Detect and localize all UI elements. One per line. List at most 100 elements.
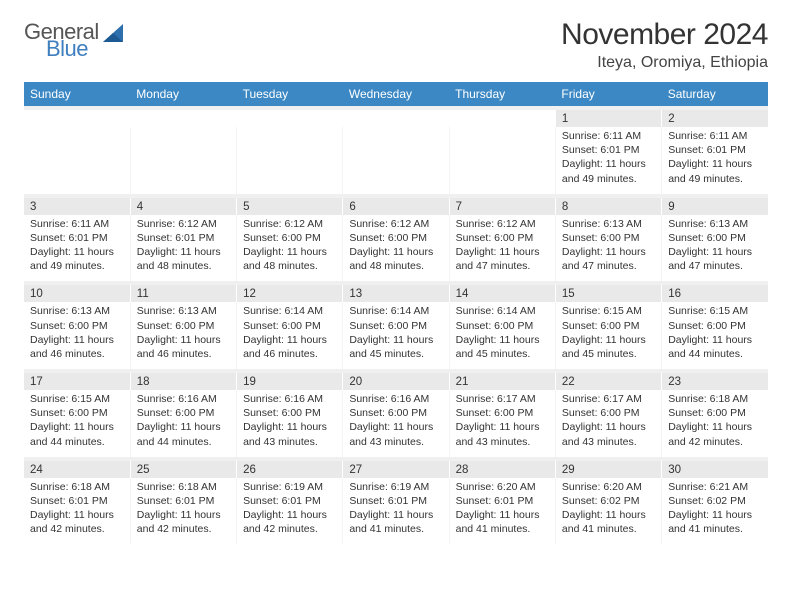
sunrise-line: Sunrise: 6:13 AM bbox=[668, 217, 762, 231]
day-number-cell: 6 bbox=[343, 198, 449, 215]
dow-monday: Monday bbox=[130, 82, 236, 106]
daynum-row: 12 bbox=[24, 110, 768, 127]
daylight-line: Daylight: 11 hours and 45 minutes. bbox=[349, 333, 442, 361]
sunset-line: Sunset: 6:00 PM bbox=[562, 406, 655, 420]
day-number-cell: 22 bbox=[555, 373, 661, 390]
day-detail-cell: Sunrise: 6:13 AMSunset: 6:00 PMDaylight:… bbox=[24, 302, 130, 369]
daylight-line: Daylight: 11 hours and 48 minutes. bbox=[349, 245, 442, 273]
day-number-cell: 13 bbox=[343, 285, 449, 302]
sail-icon bbox=[101, 22, 127, 51]
daylight-line: Daylight: 11 hours and 41 minutes. bbox=[456, 508, 549, 536]
sunrise-line: Sunrise: 6:14 AM bbox=[243, 304, 336, 318]
dow-friday: Friday bbox=[555, 82, 661, 106]
sunrise-line: Sunrise: 6:12 AM bbox=[456, 217, 549, 231]
detail-row: Sunrise: 6:15 AMSunset: 6:00 PMDaylight:… bbox=[24, 390, 768, 457]
day-detail-cell: Sunrise: 6:11 AMSunset: 6:01 PMDaylight:… bbox=[662, 127, 768, 194]
brand-logo: General Blue bbox=[24, 18, 127, 60]
day-detail-cell: Sunrise: 6:12 AMSunset: 6:00 PMDaylight:… bbox=[449, 215, 555, 282]
day-number-cell: 16 bbox=[662, 285, 768, 302]
day-detail-cell: Sunrise: 6:14 AMSunset: 6:00 PMDaylight:… bbox=[343, 302, 449, 369]
sunrise-line: Sunrise: 6:18 AM bbox=[30, 480, 124, 494]
daylight-line: Daylight: 11 hours and 46 minutes. bbox=[30, 333, 124, 361]
daynum-row: 24252627282930 bbox=[24, 461, 768, 478]
sunrise-line: Sunrise: 6:17 AM bbox=[456, 392, 549, 406]
day-number-cell: 25 bbox=[130, 461, 236, 478]
daylight-line: Daylight: 11 hours and 46 minutes. bbox=[243, 333, 336, 361]
daylight-line: Daylight: 11 hours and 45 minutes. bbox=[456, 333, 549, 361]
day-detail-cell: Sunrise: 6:19 AMSunset: 6:01 PMDaylight:… bbox=[237, 478, 343, 545]
day-number-cell: 29 bbox=[555, 461, 661, 478]
sunrise-line: Sunrise: 6:21 AM bbox=[668, 480, 762, 494]
dow-saturday: Saturday bbox=[662, 82, 768, 106]
sunrise-line: Sunrise: 6:12 AM bbox=[243, 217, 336, 231]
daylight-line: Daylight: 11 hours and 42 minutes. bbox=[137, 508, 230, 536]
day-number-cell: 14 bbox=[449, 285, 555, 302]
sunset-line: Sunset: 6:00 PM bbox=[456, 406, 549, 420]
daylight-line: Daylight: 11 hours and 49 minutes. bbox=[30, 245, 124, 273]
day-detail-cell bbox=[343, 127, 449, 194]
sunrise-line: Sunrise: 6:14 AM bbox=[456, 304, 549, 318]
day-detail-cell: Sunrise: 6:12 AMSunset: 6:01 PMDaylight:… bbox=[130, 215, 236, 282]
sunset-line: Sunset: 6:01 PM bbox=[456, 494, 549, 508]
sunset-line: Sunset: 6:01 PM bbox=[30, 231, 124, 245]
daylight-line: Daylight: 11 hours and 49 minutes. bbox=[562, 157, 655, 185]
daylight-line: Daylight: 11 hours and 42 minutes. bbox=[30, 508, 124, 536]
day-number-cell: 10 bbox=[24, 285, 130, 302]
detail-row: Sunrise: 6:18 AMSunset: 6:01 PMDaylight:… bbox=[24, 478, 768, 545]
daylight-line: Daylight: 11 hours and 42 minutes. bbox=[668, 420, 762, 448]
day-detail-cell: Sunrise: 6:21 AMSunset: 6:02 PMDaylight:… bbox=[662, 478, 768, 545]
day-detail-cell bbox=[449, 127, 555, 194]
day-detail-cell: Sunrise: 6:18 AMSunset: 6:01 PMDaylight:… bbox=[130, 478, 236, 545]
day-number-cell bbox=[343, 110, 449, 127]
day-detail-cell bbox=[130, 127, 236, 194]
detail-row: Sunrise: 6:11 AMSunset: 6:01 PMDaylight:… bbox=[24, 127, 768, 194]
header: General Blue November 2024 Iteya, Oromiy… bbox=[24, 18, 768, 72]
day-number-cell: 19 bbox=[237, 373, 343, 390]
day-number-cell: 24 bbox=[24, 461, 130, 478]
day-number-cell bbox=[130, 110, 236, 127]
sunrise-line: Sunrise: 6:17 AM bbox=[562, 392, 655, 406]
day-detail-cell: Sunrise: 6:18 AMSunset: 6:01 PMDaylight:… bbox=[24, 478, 130, 545]
day-number-cell: 27 bbox=[343, 461, 449, 478]
day-detail-cell bbox=[237, 127, 343, 194]
day-number-cell: 4 bbox=[130, 198, 236, 215]
daylight-line: Daylight: 11 hours and 45 minutes. bbox=[562, 333, 655, 361]
sunrise-line: Sunrise: 6:15 AM bbox=[30, 392, 124, 406]
sunrise-line: Sunrise: 6:19 AM bbox=[243, 480, 336, 494]
sunset-line: Sunset: 6:00 PM bbox=[668, 231, 762, 245]
calendar-body: 12Sunrise: 6:11 AMSunset: 6:01 PMDayligh… bbox=[24, 106, 768, 544]
sunset-line: Sunset: 6:00 PM bbox=[562, 319, 655, 333]
sunset-line: Sunset: 6:01 PM bbox=[137, 231, 230, 245]
daylight-line: Daylight: 11 hours and 47 minutes. bbox=[456, 245, 549, 273]
day-detail-cell: Sunrise: 6:19 AMSunset: 6:01 PMDaylight:… bbox=[343, 478, 449, 545]
daylight-line: Daylight: 11 hours and 44 minutes. bbox=[30, 420, 124, 448]
daynum-row: 17181920212223 bbox=[24, 373, 768, 390]
dow-sunday: Sunday bbox=[24, 82, 130, 106]
sunrise-line: Sunrise: 6:11 AM bbox=[668, 129, 762, 143]
daylight-line: Daylight: 11 hours and 43 minutes. bbox=[243, 420, 336, 448]
day-detail-cell: Sunrise: 6:20 AMSunset: 6:02 PMDaylight:… bbox=[555, 478, 661, 545]
sunset-line: Sunset: 6:00 PM bbox=[137, 406, 230, 420]
sunset-line: Sunset: 6:00 PM bbox=[137, 319, 230, 333]
brand-word2: Blue bbox=[24, 39, 99, 60]
sunrise-line: Sunrise: 6:15 AM bbox=[668, 304, 762, 318]
sunset-line: Sunset: 6:02 PM bbox=[562, 494, 655, 508]
dow-thursday: Thursday bbox=[449, 82, 555, 106]
day-number-cell: 1 bbox=[555, 110, 661, 127]
sunset-line: Sunset: 6:01 PM bbox=[137, 494, 230, 508]
sunset-line: Sunset: 6:00 PM bbox=[456, 231, 549, 245]
day-detail-cell bbox=[24, 127, 130, 194]
detail-row: Sunrise: 6:11 AMSunset: 6:01 PMDaylight:… bbox=[24, 215, 768, 282]
day-number-cell: 8 bbox=[555, 198, 661, 215]
daylight-line: Daylight: 11 hours and 48 minutes. bbox=[243, 245, 336, 273]
sunrise-line: Sunrise: 6:11 AM bbox=[562, 129, 655, 143]
sunset-line: Sunset: 6:00 PM bbox=[243, 231, 336, 245]
sunrise-line: Sunrise: 6:16 AM bbox=[243, 392, 336, 406]
brand-text: General Blue bbox=[24, 22, 99, 60]
daylight-line: Daylight: 11 hours and 41 minutes. bbox=[562, 508, 655, 536]
sunset-line: Sunset: 6:01 PM bbox=[668, 143, 762, 157]
sunrise-line: Sunrise: 6:19 AM bbox=[349, 480, 442, 494]
day-detail-cell: Sunrise: 6:13 AMSunset: 6:00 PMDaylight:… bbox=[130, 302, 236, 369]
daylight-line: Daylight: 11 hours and 43 minutes. bbox=[456, 420, 549, 448]
day-detail-cell: Sunrise: 6:12 AMSunset: 6:00 PMDaylight:… bbox=[343, 215, 449, 282]
